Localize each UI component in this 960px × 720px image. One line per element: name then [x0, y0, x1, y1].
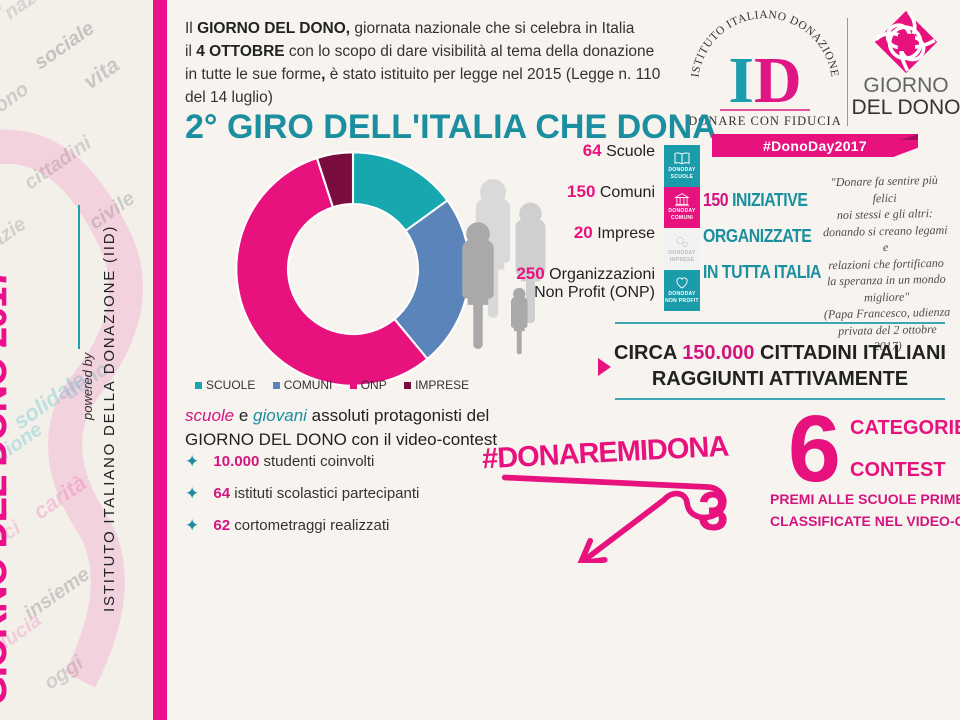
svg-text:GIORNO: GIORNO: [863, 74, 948, 97]
svg-text:DEL DONO: DEL DONO: [853, 96, 960, 119]
svg-text:ID: ID: [728, 44, 801, 117]
